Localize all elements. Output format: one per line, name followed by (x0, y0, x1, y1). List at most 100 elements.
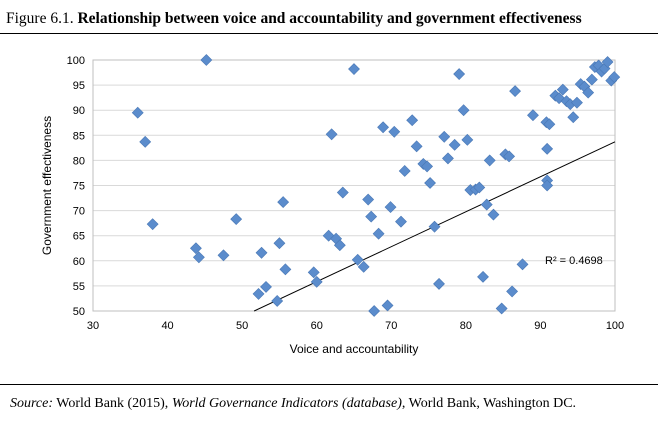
data-point (516, 258, 529, 271)
x-tick-label: 30 (87, 320, 99, 332)
data-point (217, 249, 230, 262)
data-point (527, 109, 539, 122)
bottom-rule (0, 384, 658, 385)
source-text-1: World Bank (2015), (56, 396, 169, 411)
figure-label: Figure 6.1. (6, 10, 74, 27)
data-point (348, 63, 360, 75)
source-note: Source: World Bank (2015), World Governa… (10, 396, 576, 412)
data-point (277, 196, 290, 208)
plot-area (92, 59, 616, 312)
data-point (543, 118, 556, 131)
data-point (421, 160, 434, 173)
data-point (571, 96, 583, 109)
data-point (608, 71, 621, 83)
data-point (200, 54, 213, 66)
data-point (192, 251, 205, 264)
data-point (260, 280, 272, 293)
data-point (453, 68, 466, 80)
x-tick-label: 80 (460, 320, 472, 332)
y-tick-label: 75 (73, 181, 85, 193)
data-point (377, 121, 390, 134)
data-point (146, 218, 159, 231)
data-point (480, 198, 493, 211)
data-point (438, 130, 451, 143)
top-rule (0, 33, 658, 34)
data-point (483, 154, 496, 167)
data-point (252, 288, 265, 300)
x-axis-label: Voice and accountability (290, 342, 419, 356)
scatter-chart: 50 55 60 65 70 75 80 85 90 95 100 30 40 50 60 70 80 90 10… (40, 54, 624, 356)
x-axis-ticks: 30 40 50 60 70 80 90 100 (87, 320, 624, 332)
data-point (131, 106, 144, 119)
y-tick-label: 55 (73, 281, 85, 293)
data-point (567, 111, 580, 124)
y-tick-label: 90 (73, 105, 85, 117)
data-point (365, 210, 378, 223)
y-tick-label: 60 (73, 256, 85, 268)
y-tick-label: 95 (73, 80, 85, 92)
x-tick-label: 50 (236, 320, 248, 332)
data-point (541, 142, 554, 155)
data-point (395, 215, 407, 228)
source-database: World Governance Indicators (database) (171, 396, 402, 411)
data-point (398, 165, 411, 177)
y-axis-label: Government effectiveness (40, 116, 54, 255)
y-tick-label: 85 (73, 130, 85, 142)
data-point (428, 220, 441, 233)
x-tick-label: 100 (606, 320, 624, 332)
data-point (189, 242, 202, 255)
data-point (601, 56, 614, 68)
data-point (433, 277, 445, 290)
data-point (357, 260, 370, 273)
data-point (336, 186, 349, 199)
r-squared-annotation: R² = 0.4698 (545, 255, 603, 267)
data-point (477, 270, 489, 283)
data-point (273, 237, 286, 250)
data-point (582, 86, 595, 99)
data-point (230, 213, 243, 226)
data-point (442, 152, 454, 165)
x-tick-label: 40 (161, 320, 173, 332)
data-point (255, 246, 268, 259)
data-point (388, 125, 401, 138)
y-tick-label: 65 (73, 231, 85, 243)
data-point (473, 181, 486, 194)
data-point (556, 83, 569, 96)
data-point (410, 140, 423, 153)
data-point (372, 227, 385, 240)
data-point (325, 128, 338, 141)
source-text-2: , World Bank, Washington DC. (401, 396, 577, 411)
data-point (406, 114, 419, 127)
y-tick-label: 50 (73, 306, 85, 318)
data-point (271, 295, 284, 307)
data-point (506, 285, 519, 298)
data-point (351, 253, 364, 266)
data-point (310, 275, 323, 288)
y-tick-label: 70 (73, 206, 85, 218)
data-point (541, 179, 554, 192)
x-tick-label: 90 (534, 320, 546, 332)
data-point (457, 104, 470, 117)
data-point (585, 73, 598, 86)
figure-title: Figure 6.1. Relationship between voice a… (6, 10, 656, 28)
data-point (139, 135, 152, 148)
data-point (495, 302, 508, 315)
data-point (279, 263, 292, 276)
data-point (384, 201, 397, 214)
x-tick-label: 60 (311, 320, 323, 332)
data-point (487, 208, 500, 221)
data-point (509, 85, 521, 98)
y-axis-ticks: 50 55 60 65 70 75 80 85 90 95 100 (67, 55, 85, 318)
data-point (362, 193, 375, 206)
source-label: Source: (10, 396, 54, 411)
x-tick-label: 70 (385, 320, 397, 332)
data-point (448, 138, 461, 151)
data-point (381, 299, 394, 312)
data-point (307, 266, 320, 279)
y-tick-label: 80 (73, 155, 85, 167)
data-point (461, 133, 474, 146)
figure-title-text: Relationship between voice and accountab… (77, 10, 582, 27)
data-point (368, 305, 381, 317)
data-point (333, 239, 346, 252)
data-point (424, 177, 436, 189)
